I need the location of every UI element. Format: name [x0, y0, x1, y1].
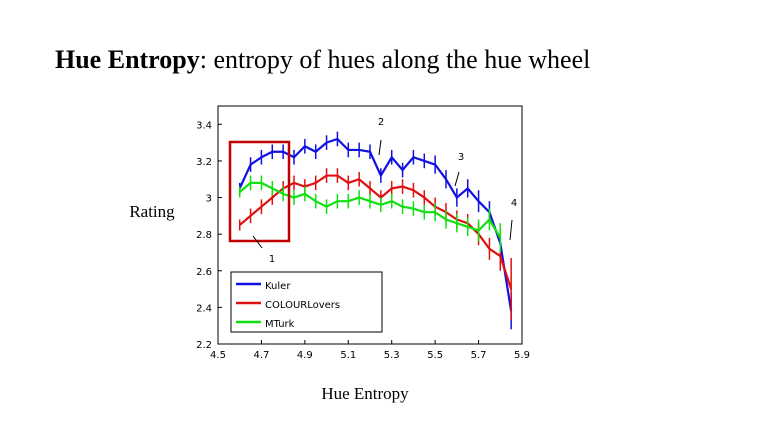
- annotation-label: 4: [511, 198, 517, 209]
- series-line: [239, 174, 513, 290]
- y-tick-label: 3.2: [196, 157, 212, 168]
- title-rest: : entropy of hues along the hue wheel: [200, 45, 591, 74]
- x-axis-label: Hue Entropy: [321, 384, 409, 403]
- x-tick-label: 5.7: [471, 350, 487, 361]
- title-term: Hue Entropy: [55, 45, 200, 74]
- legend-label: COLOURLovers: [265, 300, 340, 311]
- highlight-box: [228, 140, 291, 243]
- annotation-label: 1: [269, 254, 275, 265]
- annotation-arrow: [252, 235, 263, 249]
- x-tick-label: 5.3: [384, 350, 400, 361]
- y-tick-label: 2.4: [196, 303, 212, 314]
- x-tick-label: 4.5: [210, 350, 226, 361]
- y-tick-label: 2.6: [196, 267, 212, 278]
- x-tick-label: 5.9: [514, 350, 530, 361]
- x-tick-label: 4.9: [297, 350, 313, 361]
- annotation-arrow: [454, 171, 460, 187]
- slide-title: Hue Entropy: entropy of hues along the h…: [55, 45, 590, 74]
- legend-label: MTurk: [265, 319, 295, 330]
- x-tick-label: 5.1: [340, 350, 356, 361]
- series-line: [238, 137, 513, 312]
- y-tick-label: 2.8: [196, 230, 212, 241]
- annotation-label: 2: [378, 117, 384, 128]
- x-tick-label: 4.7: [253, 350, 269, 361]
- annotation-arrow: [378, 139, 382, 156]
- y-tick-label: 3: [206, 194, 212, 205]
- x-tick-label: 5.5: [427, 350, 443, 361]
- annotation-arrow: [509, 219, 513, 241]
- y-axis-label: Rating: [129, 202, 175, 221]
- legend-label: Kuler: [265, 281, 291, 292]
- y-tick-label: 3.4: [196, 120, 212, 131]
- y-tick-label: 2.2: [196, 340, 212, 351]
- annotation-label: 3: [458, 152, 464, 163]
